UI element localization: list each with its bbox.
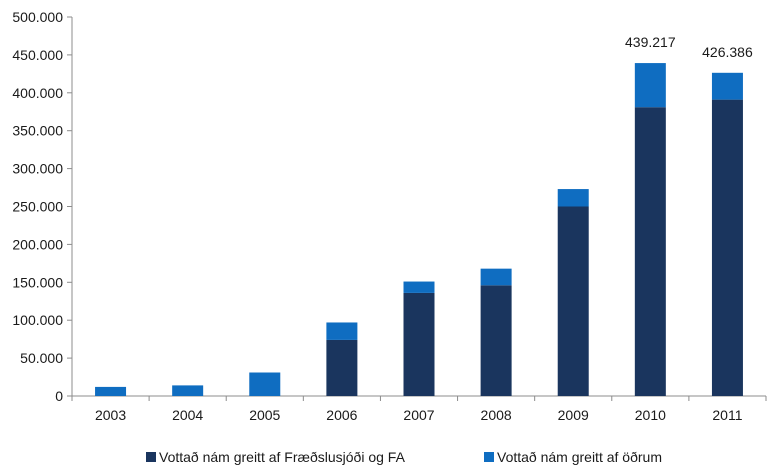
x-tick-label: 2010 <box>635 407 666 423</box>
bar-segment-odrum-2011 <box>711 72 743 100</box>
bar-segment-odrum-2005 <box>249 372 281 396</box>
bar-segment-odrum-2003 <box>95 386 127 396</box>
y-tick-label: 400.000 <box>12 85 63 101</box>
y-tick-label: 200.000 <box>12 236 63 252</box>
bar-segment-odrum-2007 <box>403 281 435 293</box>
bar-segment-fraedslusjodur-2010 <box>634 107 666 397</box>
legend-swatch-1 <box>146 452 156 462</box>
x-tick-label: 2004 <box>172 407 203 423</box>
legend: Vottað nám greitt af Fræðslusjóði og FA V… <box>146 449 662 465</box>
x-tick-label: 2011 <box>712 407 742 423</box>
y-tick-label: 300.000 <box>12 161 63 177</box>
y-tick-label: 250.000 <box>12 199 63 215</box>
legend-label-1: Vottað nám greitt af Fræðslusjóði og FA <box>159 449 406 465</box>
legend-label-2: Vottað nám greitt af öðrum <box>497 449 662 465</box>
bar-segment-odrum-2006 <box>326 322 358 340</box>
y-tick-label: 500.000 <box>12 9 63 25</box>
bar-segment-fraedslusjodur-2008 <box>480 285 512 396</box>
y-tick-label: 0 <box>55 388 63 404</box>
x-tick-label: 2005 <box>249 407 280 423</box>
x-tick-label: 2007 <box>403 407 434 423</box>
bar-segment-fraedslusjodur-2009 <box>557 206 589 396</box>
x-tick-label: 2006 <box>326 407 357 423</box>
x-axis: 2003 2004 2005 2006 2007 2008 2009 2010 2011 <box>71 395 767 423</box>
bar-segment-odrum-2004 <box>172 385 204 396</box>
legend-swatch-2 <box>484 452 494 462</box>
y-tick-label: 350.000 <box>12 123 63 139</box>
y-tick-label: 100.000 <box>12 312 63 328</box>
bar-segment-fraedslusjodur-2006 <box>326 339 358 396</box>
data-label-2010: 439.217 <box>625 34 676 50</box>
bar-segment-fraedslusjodur-2011 <box>711 99 743 396</box>
y-tick-label: 50.000 <box>20 350 63 366</box>
x-tick-label: 2003 <box>95 407 126 423</box>
y-axis: 0 50.000 100.000 150.000 200.000 250.000 300.0… <box>12 9 73 404</box>
bar-segment-odrum-2008 <box>480 268 512 286</box>
y-tick-label: 150.000 <box>12 274 63 290</box>
bar-segment-fraedslusjodur-2007 <box>403 292 435 396</box>
data-labels: 439.217 426.386 <box>625 34 753 60</box>
bar-segment-odrum-2010 <box>634 63 666 108</box>
bars <box>95 63 743 397</box>
bar-segment-odrum-2009 <box>557 189 589 207</box>
x-tick-label: 2009 <box>558 407 589 423</box>
y-tick-label: 450.000 <box>12 47 63 63</box>
x-tick-label: 2008 <box>481 407 512 423</box>
data-label-2011: 426.386 <box>702 44 753 60</box>
